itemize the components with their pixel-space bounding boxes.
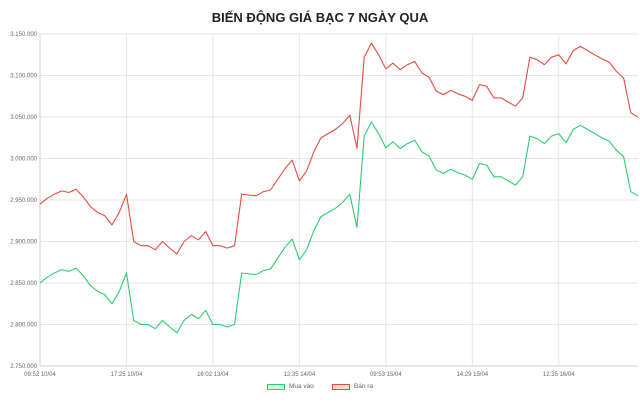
y-tick-label: 2.750.000 — [10, 364, 37, 370]
y-tick-label: 2.850.000 — [10, 281, 37, 287]
x-tick-label: 17:25 10/04 — [111, 372, 143, 378]
y-tick-label: 3.000.000 — [10, 157, 37, 163]
x-tick-label: 14:29 15/04 — [456, 372, 488, 378]
y-tick-label: 3.150.000 — [10, 32, 37, 38]
legend-label-buy: Mua vào — [288, 383, 314, 390]
y-tick-label: 2.800.000 — [10, 323, 37, 329]
legend: Mua vào Bán ra — [0, 383, 640, 390]
y-tick-label: 2.950.000 — [10, 198, 37, 204]
x-tick-label: 09:52 10/04 — [24, 372, 56, 378]
x-tick-label: 16:02 13/04 — [197, 372, 229, 378]
chart-title: BIẾN ĐỘNG GIÁ BẠC 7 NGÀY QUA — [211, 10, 429, 25]
x-tick-label: 09:53 15/04 — [370, 372, 402, 378]
y-tick-label: 3.050.000 — [10, 115, 37, 121]
legend-item-sell[interactable]: Bán ra — [331, 383, 374, 390]
y-tick-label: 2.900.000 — [10, 240, 37, 246]
legend-item-buy[interactable]: Mua vào — [266, 383, 314, 390]
legend-swatch-buy — [266, 383, 285, 390]
series-line-sell — [39, 42, 639, 255]
y-tick-label: 3.100.000 — [10, 74, 37, 80]
legend-swatch-sell — [331, 383, 350, 390]
legend-label-sell: Bán ra — [353, 383, 374, 390]
series-line-buy — [39, 121, 639, 334]
x-tick-label: 12:35 14/04 — [284, 372, 316, 378]
x-tick-label: 12:35 16/04 — [543, 372, 575, 378]
